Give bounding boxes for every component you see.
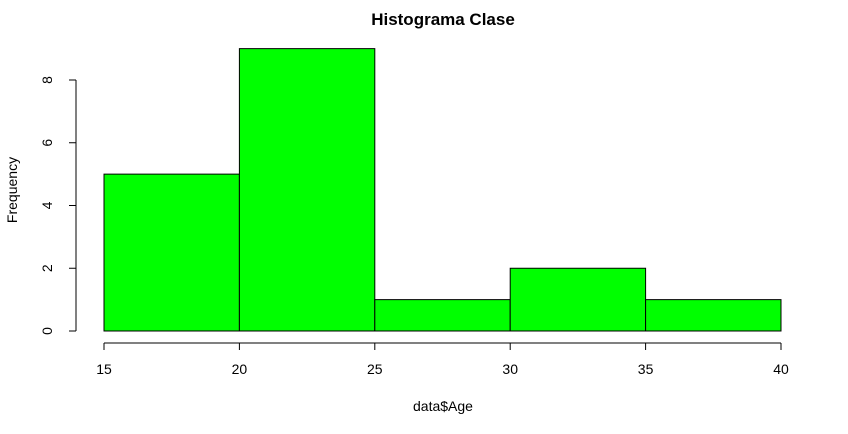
histogram-bar-4	[645, 299, 782, 332]
y-tick-label-2: 4	[39, 201, 55, 209]
y-tick-label-3: 6	[39, 139, 55, 147]
histogram-bar-2	[374, 299, 511, 332]
histogram-bar-3	[509, 267, 647, 332]
y-axis: 0 2 4 6 8	[39, 76, 77, 335]
y-axis-label: Frequency	[4, 157, 20, 223]
x-tick-label-2: 25	[367, 361, 383, 377]
x-tick-label-4: 35	[638, 361, 654, 377]
y-tick-label-1: 2	[39, 264, 55, 272]
histogram-bar-0	[103, 173, 240, 332]
y-tick-label-4: 8	[39, 76, 55, 84]
bars-group	[103, 48, 782, 332]
x-tick-label-5: 40	[773, 361, 789, 377]
x-axis-label: data$Age	[413, 398, 473, 414]
chart-title: Histograma Clase	[371, 10, 515, 29]
histogram-bar-1	[238, 48, 376, 332]
x-tick-label-0: 15	[96, 361, 112, 377]
y-tick-label-0: 0	[39, 327, 55, 335]
x-axis: 15 20 25 30 35 40	[96, 342, 789, 377]
x-tick-label-1: 20	[232, 361, 248, 377]
x-tick-label-3: 30	[502, 361, 518, 377]
